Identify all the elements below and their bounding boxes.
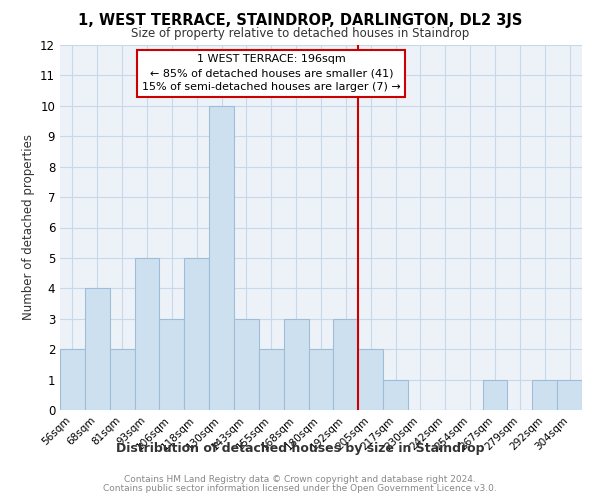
Bar [259, 349, 284, 410]
Bar [284, 319, 308, 410]
Bar [383, 380, 408, 410]
Text: Contains HM Land Registry data © Crown copyright and database right 2024.: Contains HM Land Registry data © Crown c… [124, 475, 476, 484]
Bar [160, 319, 184, 410]
Bar [134, 258, 160, 410]
Text: 1, WEST TERRACE, STAINDROP, DARLINGTON, DL2 3JS: 1, WEST TERRACE, STAINDROP, DARLINGTON, … [78, 12, 522, 28]
Bar [209, 106, 234, 410]
Bar [184, 258, 209, 410]
Bar [557, 380, 582, 410]
Bar [358, 349, 383, 410]
Bar [482, 380, 508, 410]
Bar [110, 349, 134, 410]
Bar [308, 349, 334, 410]
Bar [234, 319, 259, 410]
Bar [532, 380, 557, 410]
Text: Size of property relative to detached houses in Staindrop: Size of property relative to detached ho… [131, 28, 469, 40]
Bar [334, 319, 358, 410]
Text: 1 WEST TERRACE: 196sqm
← 85% of detached houses are smaller (41)
15% of semi-det: 1 WEST TERRACE: 196sqm ← 85% of detached… [142, 54, 401, 92]
Bar [60, 349, 85, 410]
Y-axis label: Number of detached properties: Number of detached properties [22, 134, 35, 320]
Bar [85, 288, 110, 410]
Text: Contains public sector information licensed under the Open Government Licence v3: Contains public sector information licen… [103, 484, 497, 493]
Text: Distribution of detached houses by size in Staindrop: Distribution of detached houses by size … [116, 442, 484, 455]
